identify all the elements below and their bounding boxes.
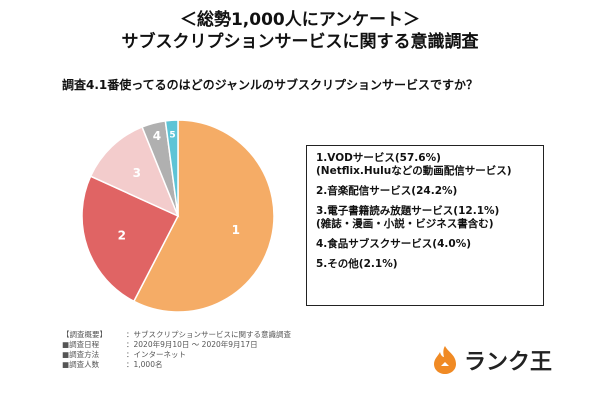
- pie-slice-1: [132, 119, 275, 313]
- pie-slice-2: [81, 175, 180, 303]
- overview-row: ■調査人数 ：1,000名: [62, 360, 291, 370]
- brand-name: ランク王: [464, 350, 553, 375]
- overview-row: ■調査方法 ：インターネット: [62, 350, 291, 360]
- overview-key: ■調査日程: [62, 340, 100, 349]
- slice-label-3: 3: [133, 166, 141, 180]
- overview-value: ：インターネット: [126, 350, 186, 359]
- page-title-line2: サブスクリプションサービスに関する意識調査: [121, 32, 479, 52]
- pie-slice-3: [89, 125, 180, 218]
- legend-label: 3.電子書籍読み放題サービス(12.1%): [316, 205, 500, 217]
- overview-key: ■調査人数: [62, 360, 100, 369]
- pie-chart: 1 2 3 4 5: [81, 119, 275, 313]
- legend-label: 5.その他(2.1%): [316, 258, 398, 270]
- survey-overview: 【調査概要】 ：サブスクリプションサービスに関する意識調査 ■調査日程 ：202…: [62, 330, 291, 370]
- overview-value: ：2020年9月10日 ～ 2020年9月17日: [126, 340, 258, 349]
- legend-label: 2.音楽配信サービス(24.2%): [316, 185, 458, 197]
- slice-label-5: 5: [169, 131, 175, 141]
- page-title-line1: ＜総勢1,000人にアンケート＞: [179, 10, 421, 30]
- legend-label: 4.食品サブスクサービス(4.0%): [316, 238, 472, 250]
- chart-legend: 1.VODサービス(57.6%) (Netflix.Huluなどの動画配信サービ…: [306, 145, 544, 306]
- legend-item-2: 2.音楽配信サービス(24.2%): [316, 185, 534, 198]
- survey-question: 調査4.1番使ってるのはどのジャンルのサブスクリプションサービスですか？: [62, 78, 479, 92]
- legend-sub: (Netflix.Huluなどの動画配信サービス): [316, 165, 512, 177]
- slice-label-4: 4: [153, 129, 161, 143]
- legend-item-5: 5.その他(2.1%): [316, 258, 534, 271]
- overview-value: ：1,000名: [126, 360, 163, 369]
- overview-key: ■調査方法: [62, 350, 100, 359]
- legend-label: 1.VODサービス(57.6%): [316, 152, 441, 164]
- overview-row: ■調査日程 ：2020年9月10日 ～ 2020年9月17日: [62, 340, 291, 350]
- legend-item-1: 1.VODサービス(57.6%) (Netflix.Huluなどの動画配信サービ…: [316, 152, 534, 178]
- slice-label-1: 1: [232, 223, 240, 237]
- overview-key: 【調査概要】: [62, 330, 107, 339]
- pie-slice-5: [164, 119, 179, 217]
- legend-item-4: 4.食品サブスクサービス(4.0%): [316, 238, 534, 251]
- overview-value: ：サブスクリプションサービスに関する意識調査: [126, 330, 291, 339]
- brand-logo: ランク王: [432, 344, 552, 376]
- flame-logo-icon: [434, 346, 456, 374]
- overview-heading: 【調査概要】 ：サブスクリプションサービスに関する意識調査: [62, 330, 291, 340]
- slice-label-2: 2: [118, 228, 126, 242]
- legend-item-3: 3.電子書籍読み放題サービス(12.1%) (雑誌・漫画・小説・ビジネス書含む): [316, 205, 534, 231]
- legend-sub: (雑誌・漫画・小説・ビジネス書含む): [316, 218, 494, 230]
